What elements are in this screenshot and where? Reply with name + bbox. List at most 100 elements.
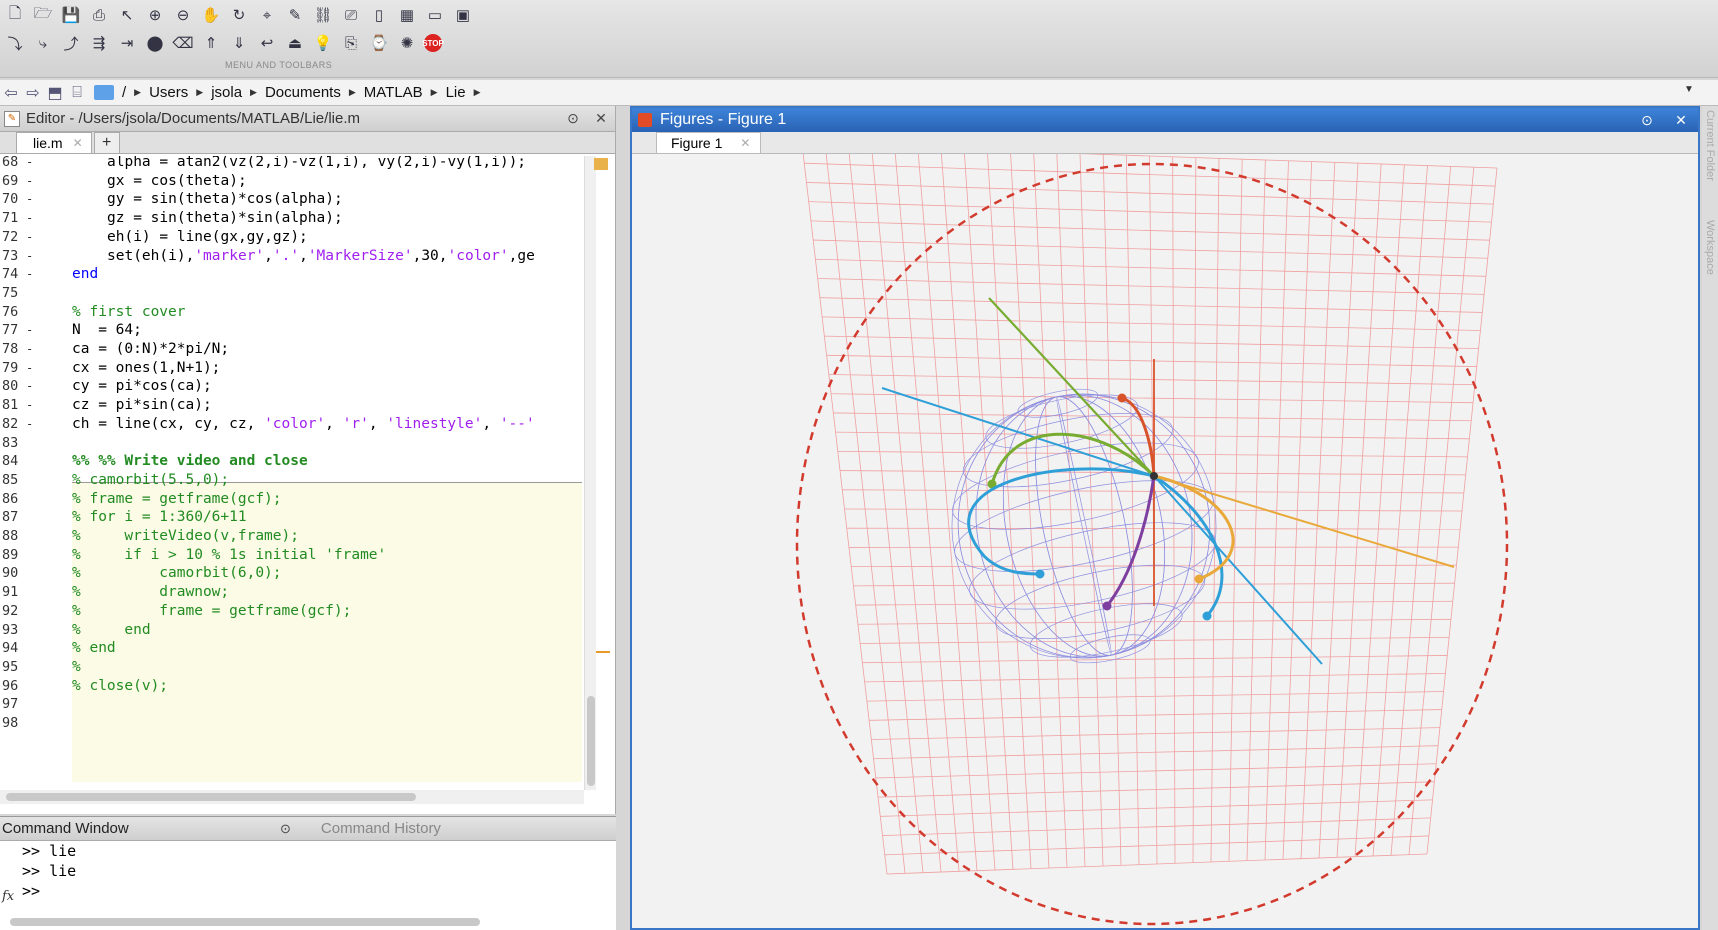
analyzer-marker[interactable] bbox=[596, 651, 610, 653]
stack-up-icon[interactable]: ⇑ bbox=[204, 35, 218, 52]
side-tab-current-folder[interactable]: Current Folder bbox=[1704, 110, 1716, 181]
breadcrumb-separator-icon[interactable]: ▶ bbox=[134, 87, 142, 97]
editor-vertical-scrollbar[interactable] bbox=[584, 156, 596, 790]
step-out-icon[interactable]: ⤴ bbox=[63, 35, 79, 53]
path-dropdown-icon[interactable]: ▼ bbox=[1684, 84, 1694, 95]
code-line[interactable]: 75 bbox=[0, 283, 600, 303]
breakpoint-dash[interactable]: - bbox=[26, 156, 34, 169]
scroll-thumb[interactable] bbox=[10, 918, 480, 926]
code-line[interactable]: 86 % frame = getframe(gcf); bbox=[0, 489, 600, 509]
scroll-thumb[interactable] bbox=[6, 793, 416, 801]
browse-folder-icon[interactable]: ⌸ bbox=[72, 83, 82, 101]
code-line[interactable]: 70- gy = sin(theta)*cos(alpha); bbox=[0, 189, 600, 209]
close-icon[interactable]: ✕ bbox=[1675, 111, 1687, 128]
save-icon[interactable]: 💾 bbox=[61, 7, 81, 24]
stop-icon[interactable]: STOP bbox=[422, 34, 444, 52]
wizard-icon[interactable]: ✺ bbox=[400, 35, 414, 52]
breadcrumb-separator-icon[interactable]: ▶ bbox=[348, 87, 356, 97]
bulb-icon[interactable]: 💡 bbox=[313, 35, 333, 52]
code-line[interactable]: 97 bbox=[0, 694, 600, 714]
breakpoint-dash[interactable]: - bbox=[26, 267, 34, 282]
camera-icon[interactable]: ⎚ bbox=[344, 6, 357, 24]
tab-close-icon[interactable]: ✕ bbox=[72, 136, 83, 150]
breakpoint-dash[interactable]: - bbox=[26, 248, 34, 263]
editor-horizontal-scrollbar[interactable] bbox=[0, 790, 584, 804]
grid-icon[interactable]: ▦ bbox=[399, 7, 415, 24]
panel-options-icon[interactable]: ⊙ bbox=[1641, 111, 1653, 128]
breakpoint-dash[interactable]: - bbox=[26, 379, 34, 394]
code-line[interactable]: 77- N = 64; bbox=[0, 320, 600, 340]
clear-icon[interactable]: ⌫ bbox=[172, 35, 194, 52]
window-icon[interactable]: ▣ bbox=[455, 7, 471, 24]
brush-icon[interactable]: ✎ bbox=[288, 7, 302, 24]
breakpoint-dash[interactable]: - bbox=[26, 398, 34, 413]
code-line[interactable]: 93 % end bbox=[0, 620, 600, 640]
breakpoint-icon[interactable]: ⬤ bbox=[146, 35, 164, 52]
tab-figure-1[interactable]: Figure 1 ✕ bbox=[656, 132, 762, 153]
up-folder-icon[interactable]: ⬒ bbox=[47, 84, 63, 102]
tab-command-window[interactable]: Command Window bbox=[2, 820, 129, 837]
back-arrow-icon[interactable]: ⇦ bbox=[4, 84, 18, 102]
zoom-in-icon[interactable]: ⊕ bbox=[148, 7, 162, 24]
code-line[interactable]: 78- ca = (0:N)*2*pi/N; bbox=[0, 339, 600, 359]
breadcrumb-item[interactable]: Lie bbox=[445, 84, 466, 101]
code-line[interactable]: 80- cy = pi*cos(ca); bbox=[0, 376, 600, 396]
forward-arrow-icon[interactable]: ⇨ bbox=[26, 84, 40, 102]
code-line[interactable]: 72- eh(i) = line(gx,gy,gz); bbox=[0, 227, 600, 247]
breakpoint-dash[interactable]: - bbox=[26, 211, 34, 226]
tab-close-icon[interactable]: ✕ bbox=[740, 136, 751, 150]
code-line[interactable]: 73- set(eh(i),'marker','.','MarkerSize',3… bbox=[0, 246, 600, 266]
code-line[interactable]: 68- alpha = atan2(vz(2,i)-vz(1,i), vy(2,i… bbox=[0, 156, 600, 172]
breadcrumb-separator-icon[interactable]: ▶ bbox=[196, 87, 204, 97]
code-line[interactable]: 81- cz = pi*sin(ca); bbox=[0, 395, 600, 415]
code-area[interactable]: 68- alpha = atan2(vz(2,i)-vz(1,i), vy(2,i… bbox=[0, 156, 616, 790]
breadcrumb-separator-icon[interactable]: ▶ bbox=[430, 87, 438, 97]
open-folder-icon[interactable]: 🗁 bbox=[33, 4, 53, 22]
toggle-icon[interactable]: ▭ bbox=[427, 7, 443, 24]
new-file-icon[interactable]: 🗋 bbox=[8, 4, 22, 22]
code-line[interactable]: 74- end bbox=[0, 264, 600, 284]
code-line[interactable]: 89 % if i > 10 % 1s initial 'frame' bbox=[0, 545, 600, 565]
print-icon[interactable]: ⎙ bbox=[92, 6, 105, 24]
figure-axes[interactable] bbox=[632, 154, 1698, 928]
step-icon[interactable]: ⤵ bbox=[7, 35, 23, 53]
breakpoint-dash[interactable]: - bbox=[26, 360, 34, 375]
breadcrumb-item[interactable]: MATLAB bbox=[363, 84, 423, 101]
panel-options-icon[interactable]: ⊙ bbox=[567, 110, 579, 126]
step-in-icon[interactable]: ⤷ bbox=[38, 34, 48, 52]
code-line[interactable]: 91 % drawnow; bbox=[0, 582, 600, 602]
pointer-icon[interactable]: ↖ bbox=[120, 7, 134, 24]
breadcrumb-item[interactable]: Users bbox=[149, 84, 189, 101]
return-icon[interactable]: ↩ bbox=[260, 35, 274, 52]
link-icon[interactable]: ⛓ bbox=[313, 7, 333, 24]
code-line[interactable]: 82- ch = line(cx, cy, cz, 'color', 'r', '… bbox=[0, 414, 600, 434]
new-tab-button[interactable]: + bbox=[93, 132, 120, 153]
code-line[interactable]: 69- gx = cos(theta); bbox=[0, 171, 600, 191]
scroll-thumb[interactable] bbox=[587, 696, 595, 786]
breakpoint-dash[interactable]: - bbox=[26, 323, 34, 338]
code-line[interactable]: 71- gz = sin(theta)*sin(alpha); bbox=[0, 208, 600, 228]
pan-icon[interactable]: ✋ bbox=[201, 7, 221, 24]
code-line[interactable]: 83 bbox=[0, 433, 600, 453]
advance-icon[interactable]: ⇥ bbox=[120, 35, 134, 52]
code-line[interactable]: 87 % for i = 1:360/6+11 bbox=[0, 507, 600, 527]
command-horizontal-scrollbar[interactable] bbox=[0, 917, 600, 927]
breakpoint-dash[interactable]: - bbox=[26, 342, 34, 356]
tab-lie-m[interactable]: lie.m ✕ bbox=[16, 132, 92, 153]
code-line[interactable]: 76 % first cover bbox=[0, 302, 600, 322]
function-browser-icon[interactable]: fx bbox=[2, 889, 15, 904]
code-line[interactable]: 98 bbox=[0, 713, 600, 733]
code-line[interactable]: 85 % camorbit(5.5,0); bbox=[0, 470, 600, 490]
run-section-icon[interactable]: ⇶ bbox=[92, 35, 106, 52]
tab-command-history[interactable]: Command History bbox=[320, 820, 441, 837]
publish-icon[interactable]: ⎘ bbox=[344, 34, 357, 52]
profile-icon[interactable]: ⌚ bbox=[369, 35, 389, 52]
stack-down-icon[interactable]: ⇓ bbox=[232, 35, 246, 52]
breakpoint-dash[interactable]: - bbox=[26, 229, 34, 244]
code-line[interactable]: 90 % camorbit(6,0); bbox=[0, 563, 600, 583]
code-line[interactable]: 95% bbox=[0, 657, 600, 677]
layout-icon[interactable]: ▯ bbox=[374, 7, 384, 24]
breadcrumb-separator-icon[interactable]: ▶ bbox=[250, 87, 257, 97]
command-output[interactable]: >> lie >> lie >> bbox=[0, 841, 616, 901]
code-line[interactable]: 79- cx = ones(1,N+1); bbox=[0, 358, 600, 378]
